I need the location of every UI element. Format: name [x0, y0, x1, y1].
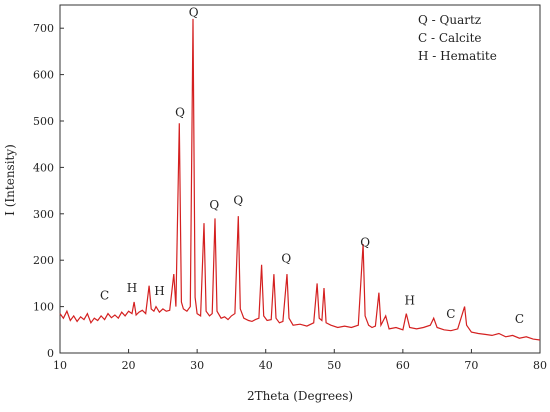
x-tick-label: 50	[327, 359, 341, 372]
x-tick-label: 10	[53, 359, 67, 372]
peak-label: H	[127, 281, 137, 295]
y-axis-label: I (Intensity)	[3, 144, 17, 216]
legend-entry: H - Hematite	[418, 49, 497, 63]
legend-entry: C - Calcite	[418, 31, 482, 45]
x-tick-label: 20	[122, 359, 136, 372]
y-tick-label: 300	[33, 208, 54, 221]
legend-entry: Q - Quartz	[418, 13, 481, 27]
y-tick-label: 200	[33, 254, 54, 267]
x-tick-label: 70	[464, 359, 478, 372]
y-tick-label: 100	[33, 301, 54, 314]
x-tick-label: 30	[190, 359, 204, 372]
peak-label: Q	[281, 252, 291, 266]
y-tick-label: 700	[33, 22, 54, 35]
peak-label: Q	[189, 6, 199, 20]
x-tick-label: 80	[533, 359, 547, 372]
y-tick-label: 500	[33, 115, 54, 128]
xrd-pattern	[59, 18, 541, 341]
x-axis-label: 2Theta (Degrees)	[247, 389, 353, 403]
peak-label: Q	[209, 198, 219, 212]
peak-label: C	[515, 312, 524, 326]
plot-frame	[59, 4, 541, 354]
peak-label: H	[154, 284, 164, 298]
peak-label: C	[100, 289, 109, 303]
y-tick-label: 400	[33, 161, 54, 174]
x-tick-label: 60	[396, 359, 410, 372]
x-tick-label: 40	[259, 359, 273, 372]
y-tick-label: 600	[33, 69, 54, 82]
peak-label: H	[404, 293, 414, 307]
y-tick-label: 0	[47, 347, 54, 360]
peak-label: Q	[233, 194, 243, 208]
peak-label: C	[446, 307, 455, 321]
peak-label: Q	[175, 105, 185, 119]
peak-label: Q	[360, 235, 370, 249]
